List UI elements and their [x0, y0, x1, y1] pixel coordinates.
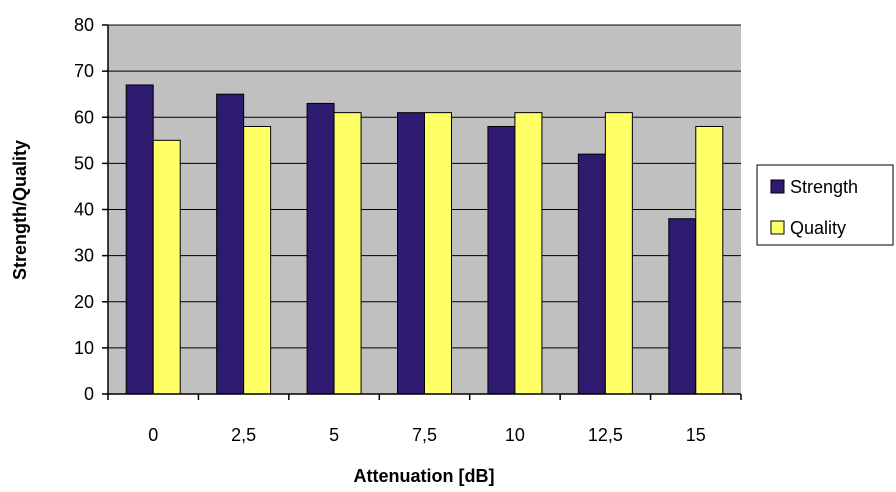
y-tick-label: 40 — [74, 200, 94, 220]
legend-swatch-strength — [770, 179, 785, 194]
bars — [125, 84, 724, 395]
x-tick-label: 15 — [686, 425, 706, 445]
y-axis-title: Strength/Quality — [10, 140, 30, 280]
bar-quality-3 — [424, 112, 452, 395]
x-tick-label: 7,5 — [412, 425, 437, 445]
bar-strength-2 — [306, 102, 335, 395]
x-tick-label: 0 — [148, 425, 158, 445]
x-tick-label: 12,5 — [588, 425, 623, 445]
y-axis-ticks: 0 10 20 30 40 50 60 70 80 — [74, 15, 108, 404]
bar-strength-5 — [577, 153, 606, 395]
x-tick-label: 5 — [329, 425, 339, 445]
bar-quality-2 — [333, 112, 362, 395]
y-tick-label: 70 — [74, 61, 94, 81]
y-tick-label: 80 — [74, 15, 94, 35]
y-tick-label: 20 — [74, 292, 94, 312]
legend-label-quality: Quality — [790, 218, 846, 238]
bar-strength-6 — [668, 218, 697, 395]
legend-label-strength: Strength — [790, 177, 858, 197]
x-axis-title: Attenuation [dB] — [354, 466, 495, 486]
y-tick-label: 10 — [74, 338, 94, 358]
x-tick-label: 2,5 — [231, 425, 256, 445]
bar-quality-0 — [152, 139, 181, 395]
y-tick-label: 60 — [74, 107, 94, 127]
bar-quality-4 — [514, 112, 543, 395]
bar-strength-3 — [397, 112, 425, 395]
bar-quality-5 — [604, 112, 633, 395]
bar-strength-1 — [216, 93, 245, 395]
y-tick-label: 50 — [74, 153, 94, 173]
y-tick-label: 30 — [74, 246, 94, 266]
y-tick-label: 0 — [84, 384, 94, 404]
x-axis-ticks: 0 2,5 5 7,5 10 12,5 15 — [107, 394, 742, 445]
bar-strength-4 — [487, 125, 516, 395]
legend-swatch-quality — [770, 220, 785, 235]
bar-quality-6 — [695, 125, 724, 395]
bar-quality-1 — [243, 125, 272, 395]
x-tick-label: 10 — [505, 425, 525, 445]
bar-strength-0 — [125, 84, 154, 395]
legend: Strength Quality — [756, 164, 894, 246]
